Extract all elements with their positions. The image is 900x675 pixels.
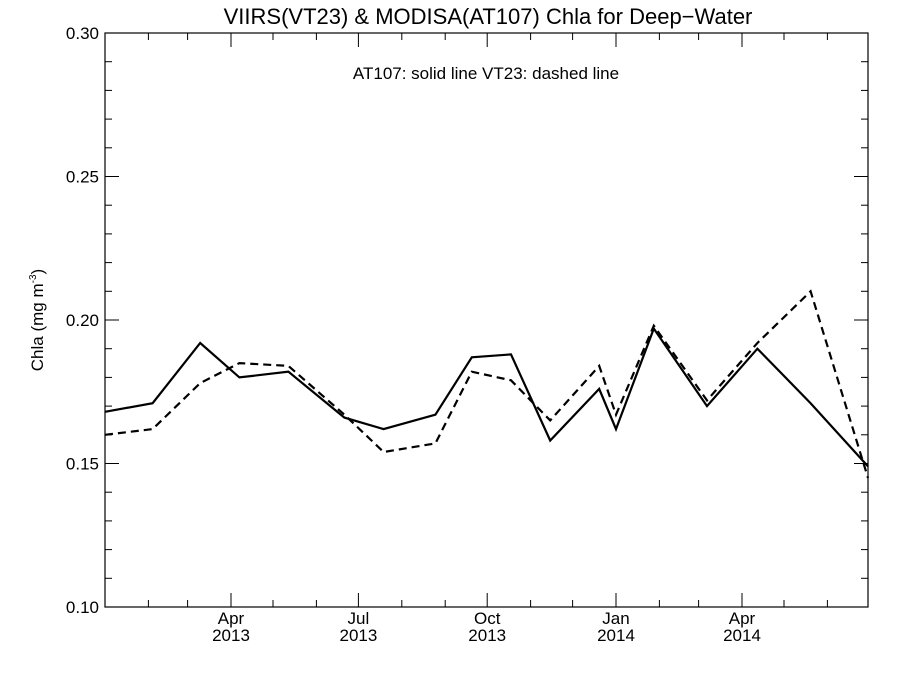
chart-title: VIIRS(VT23) & MODISA(AT107) Chla for Dee… bbox=[224, 4, 753, 29]
x-tick-label-year: 2014 bbox=[723, 626, 761, 645]
y-axis-label-main: Chla (mg m bbox=[28, 283, 47, 371]
y-tick-label: 0.10 bbox=[66, 598, 99, 617]
y-tick-label: 0.15 bbox=[66, 455, 99, 474]
x-tick-label-year: 2013 bbox=[339, 626, 377, 645]
y-axis-label: Chla (mg m-3) bbox=[28, 269, 47, 371]
x-tick-label-year: 2013 bbox=[212, 626, 250, 645]
legend-annotation: AT107: solid line VT23: dashed line bbox=[353, 64, 619, 83]
x-tick-label-year: 2014 bbox=[597, 626, 635, 645]
x-tick-label-year: 2013 bbox=[468, 626, 506, 645]
x-tick-label-month: Jul bbox=[348, 609, 370, 628]
plot-frame bbox=[104, 32, 869, 608]
axes-ticks: 0.100.150.200.250.30Apr2013Jul2013Oct201… bbox=[66, 24, 868, 645]
y-tick-label: 0.20 bbox=[66, 311, 99, 330]
x-tick-label-month: Jan bbox=[602, 609, 629, 628]
data-series bbox=[104, 289, 870, 479]
y-tick-label: 0.30 bbox=[66, 24, 99, 43]
y-axis-label-superscript: -3 bbox=[28, 274, 39, 283]
x-tick-label-month: Apr bbox=[218, 609, 245, 628]
x-tick-label-month: Oct bbox=[474, 609, 501, 628]
y-axis-label-close: ) bbox=[28, 269, 47, 275]
y-tick-label: 0.25 bbox=[66, 168, 99, 187]
x-tick-label-month: Apr bbox=[729, 609, 756, 628]
series-line-at107 bbox=[104, 326, 869, 468]
series-line-vt23 bbox=[104, 289, 870, 479]
